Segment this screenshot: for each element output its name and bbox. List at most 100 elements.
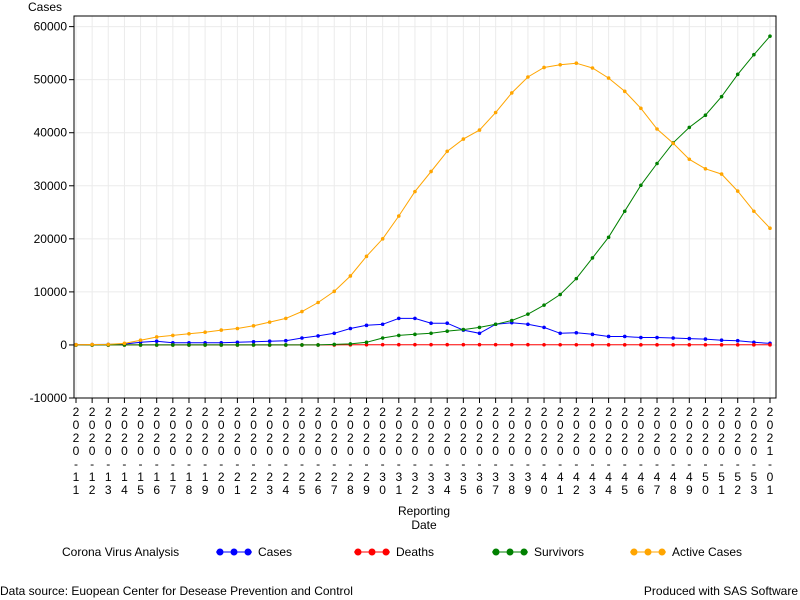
data-point-active-cases — [622, 89, 627, 94]
data-point-survivors — [284, 343, 288, 347]
data-point-deaths — [396, 342, 401, 347]
data-point-active-cases — [687, 157, 692, 162]
data-point-deaths — [687, 343, 692, 347]
series-line-active-cases — [75, 62, 771, 346]
x-tick-label: 2 0 2 0 -3 3 — [428, 405, 435, 497]
data-point-deaths — [364, 342, 369, 347]
x-tick-label: 2 0 2 0 -2 7 — [331, 405, 338, 497]
x-axis-label-line-1: Reporting — [397, 504, 451, 518]
data-point-cases — [719, 338, 724, 342]
x-tick-label: 2 0 2 0 -4 9 — [686, 405, 693, 497]
data-point-cases — [622, 334, 627, 339]
data-point-survivors — [154, 343, 159, 347]
x-tick-label: 2 0 2 0 -5 0 — [702, 405, 709, 497]
data-point-cases — [526, 322, 530, 327]
data-point-active-cases — [445, 149, 450, 154]
x-tick-label: 2 0 2 0 -3 7 — [492, 405, 499, 497]
data-point-active-cases — [477, 128, 482, 132]
x-tick-label: 2 0 2 0 -4 0 — [541, 405, 548, 497]
data-point-active-cases — [171, 333, 175, 338]
data-point-active-cases — [90, 342, 94, 347]
data-point-survivors — [429, 331, 433, 336]
data-point-active-cases — [203, 330, 207, 335]
x-tick-label: 2 0 2 0 -4 7 — [654, 405, 661, 497]
data-point-survivors — [606, 235, 611, 240]
x-tick-label: 2 0 2 0 -2 8 — [347, 405, 354, 497]
x-tick-label: 2 0 2 0 -4 5 — [621, 405, 628, 497]
data-point-survivors — [461, 327, 466, 332]
data-point-survivors — [316, 343, 320, 347]
x-axis-label: Reporting Date — [384, 504, 464, 532]
x-tick-label: 2 0 2 0 -3 9 — [525, 405, 532, 497]
data-point-active-cases — [429, 169, 433, 174]
legend-label-survivors: Survivors — [534, 545, 585, 559]
x-tick-label: 2 0 2 0 -2 6 — [315, 405, 322, 497]
data-point-cases — [284, 338, 288, 343]
data-point-deaths — [703, 343, 708, 347]
data-point-cases — [251, 339, 256, 344]
legend-swatch-active-cases — [630, 548, 666, 556]
legend-title: Corona Virus Analysis — [62, 545, 180, 559]
y-axis-label: Cases — [28, 0, 63, 14]
data-point-survivors — [622, 209, 627, 214]
data-point-survivors — [493, 322, 498, 327]
x-tick-label: 2 0 2 0 -5 3 — [751, 405, 758, 497]
legend-label-active-cases: Active Cases — [672, 545, 743, 559]
x-tick-label: 2 0 2 0 -2 1 — [234, 405, 241, 497]
x-tick-label: 2 0 2 0 -2 3 — [266, 405, 273, 497]
data-point-cases — [364, 323, 369, 328]
data-point-survivors — [509, 318, 514, 323]
x-tick-label: 2 0 2 0 -1 7 — [169, 405, 176, 497]
y-tick-label: 50000 — [34, 73, 68, 87]
x-tick-label: 2 0 2 0 -3 0 — [379, 405, 386, 497]
data-point-cases — [655, 335, 659, 340]
data-point-deaths — [735, 343, 740, 347]
data-point-active-cases — [122, 341, 127, 346]
data-point-active-cases — [284, 316, 288, 321]
data-point-active-cases — [590, 66, 595, 70]
data-point-deaths — [461, 342, 466, 347]
x-tick-label: 2 0 2 0 -3 8 — [508, 405, 515, 497]
data-point-active-cases — [106, 342, 111, 347]
data-point-active-cases — [138, 338, 143, 342]
data-point-cases — [429, 321, 433, 325]
x-tick-label: 2 0 2 0 -3 5 — [460, 405, 467, 497]
x-tick-label: 2 0 2 0 -1 9 — [202, 405, 209, 497]
y-tick-label: 30000 — [34, 179, 68, 193]
x-tick-label: 2 0 2 0 -4 8 — [670, 405, 677, 497]
y-tick-label: 10000 — [34, 285, 68, 299]
data-point-survivors — [542, 303, 546, 307]
x-tick-label: 2 0 2 0 -4 3 — [589, 405, 596, 497]
legend-label-deaths: Deaths — [396, 545, 435, 559]
data-point-survivors — [300, 343, 304, 347]
x-tick-label: 2 0 2 1 -0 1 — [767, 405, 774, 497]
data-point-survivors — [364, 340, 369, 345]
x-tick-label: 2 0 2 0 -3 1 — [395, 405, 402, 497]
data-point-active-cases — [348, 274, 353, 278]
data-point-active-cases — [655, 127, 659, 131]
x-tick-label: 2 0 2 0 -2 0 — [218, 405, 225, 497]
data-point-active-cases — [509, 91, 514, 95]
data-point-deaths — [509, 342, 514, 347]
data-point-survivors — [171, 343, 175, 347]
grid-layer — [74, 16, 776, 399]
footer-produced-with: Produced with SAS Software — [643, 584, 798, 598]
legend-swatch-deaths — [354, 548, 390, 556]
data-point-survivors — [348, 342, 353, 346]
data-point-active-cases — [461, 137, 466, 141]
data-point-active-cases — [558, 63, 562, 67]
x-tick-label: 2 0 2 0 -2 9 — [363, 405, 370, 497]
x-tick-label: 2 0 2 0 -1 5 — [137, 405, 144, 497]
data-point-active-cases — [703, 167, 708, 171]
data-point-deaths — [558, 342, 562, 347]
data-point-deaths — [606, 343, 611, 347]
data-point-active-cases — [526, 75, 530, 79]
data-point-survivors — [477, 325, 482, 330]
data-point-deaths — [413, 342, 417, 347]
data-point-cases — [235, 340, 240, 345]
legend-item-survivors: Survivors — [492, 545, 584, 559]
data-point-active-cases — [639, 106, 643, 111]
data-point-survivors — [735, 72, 740, 77]
footer-data-source: Data source: Euopean Center for Desease … — [0, 584, 353, 598]
data-point-survivors — [187, 343, 191, 347]
